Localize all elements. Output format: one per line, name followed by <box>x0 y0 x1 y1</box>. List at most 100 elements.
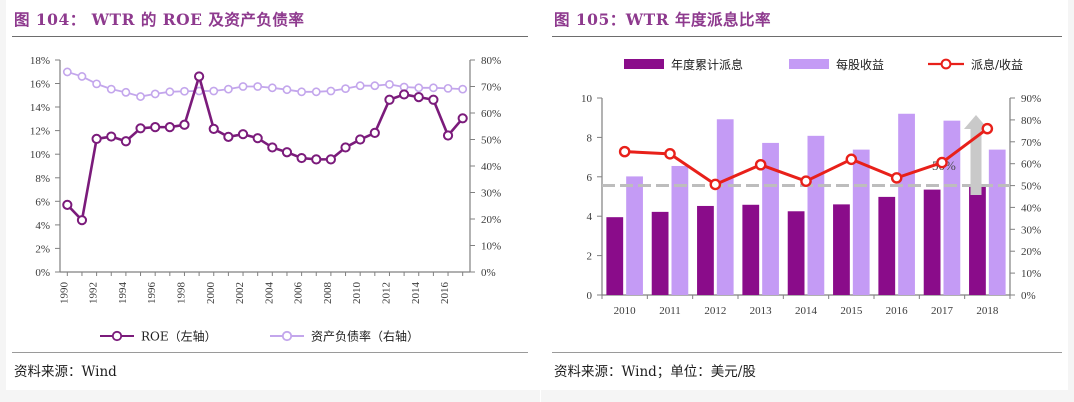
bar-2010 <box>606 217 624 295</box>
ytick105-right-70: 70% <box>1021 137 1041 149</box>
series-path <box>67 71 463 98</box>
ytick105-right-50: 50% <box>1021 181 1041 193</box>
ytick-left-16: 16% <box>30 79 50 91</box>
legend-item-annual-dividend[interactable]: 年度累计派息 <box>624 57 743 72</box>
ytick-left-12: 12% <box>30 126 50 138</box>
data-point <box>981 122 994 135</box>
data-point <box>341 84 350 94</box>
chart-104-x-ticks <box>66 272 464 276</box>
data-point <box>62 199 73 210</box>
xtick104-1998: 1998 <box>175 282 187 305</box>
legend-marker-roe <box>111 330 123 342</box>
data-point <box>457 113 468 124</box>
ytick105-right-60: 60% <box>1021 159 1041 171</box>
ytick105-right-20: 20% <box>1021 246 1041 258</box>
xtick105-2011: 2011 <box>659 305 681 317</box>
data-point <box>238 82 248 91</box>
ytick-right-50: 50% <box>481 135 501 147</box>
data-point <box>442 130 454 141</box>
data-point <box>369 127 380 138</box>
chart-105-legend: 年度累计派息 每股收益 派息/收益 <box>624 57 1023 72</box>
figure-panel-105: 图 105：WTR 年度派息比率 年度累计派息 每股收益 派息/收益 <box>540 0 1074 402</box>
data-point <box>326 86 336 96</box>
data-point <box>443 83 453 93</box>
bar-2015 <box>833 204 850 295</box>
legend-item-debt-ratio[interactable]: 资产负债率（右轴） <box>270 329 419 344</box>
ytick-left-8: 8% <box>35 173 50 185</box>
data-point <box>754 158 767 171</box>
bar-2012 <box>697 205 714 295</box>
data-point <box>311 154 322 165</box>
ytick105-right-30: 30% <box>1021 224 1041 236</box>
data-point <box>135 123 146 134</box>
chart-104-left-tick-labels: 18% 16% 14% 12% 10% 8% 6% 4% 2% 0% <box>30 55 50 279</box>
panel-divider <box>540 0 541 402</box>
bar-2014 <box>807 135 825 295</box>
ytick-left-0: 0% <box>35 267 50 279</box>
bar-2018 <box>969 186 986 295</box>
legend-item-eps[interactable]: 每股收益 <box>789 57 884 72</box>
xtick104-2012: 2012 <box>380 282 392 304</box>
data-point <box>297 87 307 97</box>
bar-2016 <box>898 113 915 295</box>
chart-105-x-tick-labels: 2010 2011 2012 2013 2014 2015 2016 2017 2018 <box>614 305 999 317</box>
legend-marker-payout-ratio <box>940 58 952 70</box>
chart-105-right-tick-labels: 90% 80% 70% 60% 50% 40% 30% 20% 10% 0% <box>1021 93 1041 302</box>
data-point <box>355 134 366 145</box>
chart-105-bars <box>606 113 1006 295</box>
ytick-left-6: 6% <box>35 196 50 208</box>
ytick105-right-90: 90% <box>1021 93 1041 105</box>
xtick104-2006: 2006 <box>293 282 305 305</box>
ytick105-left-8: 8 <box>587 132 593 144</box>
data-point <box>121 87 131 97</box>
bar-2013 <box>762 142 779 295</box>
figure-105-title-rule <box>552 36 1062 37</box>
data-point <box>890 172 903 184</box>
page-bottom-band <box>0 390 1074 402</box>
bar-2018 <box>988 149 1006 295</box>
data-point <box>384 94 395 105</box>
data-point <box>664 148 676 160</box>
xtick104-2010: 2010 <box>351 282 363 305</box>
data-point <box>428 94 439 105</box>
data-point <box>92 79 102 89</box>
data-point <box>618 145 631 158</box>
data-point <box>76 215 88 226</box>
data-point <box>414 83 424 93</box>
data-point <box>253 82 263 91</box>
xtick105-2017: 2017 <box>931 305 954 317</box>
legend-label-annual-dividend: 年度累计派息 <box>671 57 743 72</box>
data-point <box>370 81 380 91</box>
chart-104-series-roe <box>62 71 468 226</box>
figure-104-footer-rule <box>12 352 528 353</box>
data-point <box>325 154 336 165</box>
ytick105-left-6: 6 <box>587 172 593 184</box>
xtick104-1992: 1992 <box>88 282 100 304</box>
ytick-right-10: 10% <box>481 241 501 253</box>
figure-105-footer-rule <box>552 352 1062 353</box>
chart-105-x-ticks <box>601 295 1011 299</box>
legend-marker-debt-ratio <box>281 330 293 342</box>
ytick105-left-2: 2 <box>587 251 593 263</box>
chart-104-x-tick-labels: 1990 1992 1994 1996 1998 2000 2002 2004 2006 2008… <box>58 282 451 305</box>
legend-swatch-eps <box>789 59 829 69</box>
data-point <box>194 71 205 82</box>
chart-104-left-ticks <box>55 59 60 273</box>
xtick104-2016: 2016 <box>439 282 451 305</box>
data-point <box>150 122 161 133</box>
data-point <box>180 86 189 96</box>
data-point <box>281 147 293 158</box>
chart-105-right-ticks <box>1010 97 1015 296</box>
data-point <box>120 136 131 147</box>
xtick105-2013: 2013 <box>750 305 773 317</box>
data-point <box>709 178 722 191</box>
chart-104-legend: ROE（左轴） 资产负债率（右轴） <box>100 329 419 344</box>
legend-item-roe[interactable]: ROE（左轴） <box>100 329 217 344</box>
data-point <box>267 142 278 153</box>
figure-panel-104: 图 104： WTR 的 ROE 及资产负债率 18% <box>12 10 528 380</box>
bar-2017 <box>923 189 941 295</box>
data-point <box>91 133 102 145</box>
legend-item-payout-ratio[interactable]: 派息/收益 <box>928 57 1023 72</box>
xtick105-2010: 2010 <box>614 305 637 317</box>
bar-2017 <box>943 120 961 295</box>
